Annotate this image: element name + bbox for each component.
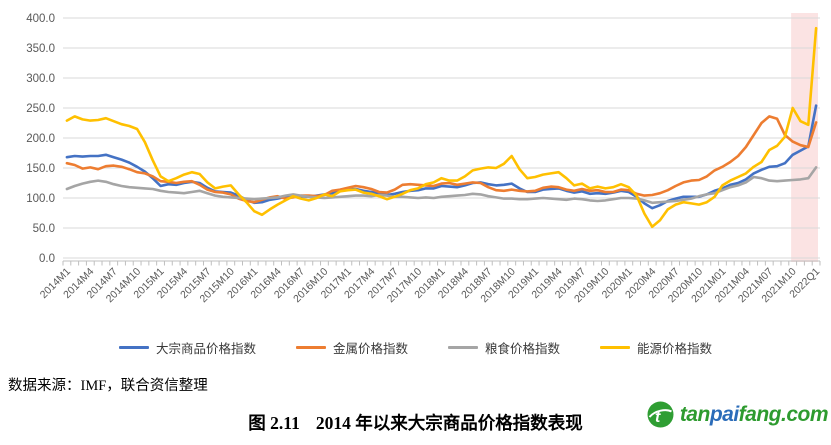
legend-swatch-metal: [295, 345, 326, 350]
y-axis-label: 250.0: [26, 103, 55, 115]
legend-label-metal: 金属价格指数: [332, 342, 408, 356]
y-axis-label: 350.0: [26, 43, 55, 55]
logo-part-pai: pai: [709, 402, 739, 426]
data-source-note: 数据来源：IMF，联合资信整理: [8, 378, 208, 394]
logo-part-fang: fang.com: [738, 402, 829, 426]
logo-part-tan: tan: [679, 402, 711, 426]
legend-swatch-commodity: [118, 345, 149, 350]
y-axis-label: 400.0: [26, 13, 55, 25]
y-axis-label: 50.0: [33, 223, 55, 235]
y-axis-label: 200.0: [26, 133, 55, 145]
legend-item-metal: 金属价格指数: [295, 338, 408, 357]
line-chart-plot-area: 0.0 50.0 100.0 150.0 200.0 250.0 300.0 350.0 400…: [26, 13, 822, 305]
legend-label-commodity: 大宗商品价格指数: [155, 342, 256, 356]
y-axis-label: 300.0: [26, 73, 55, 85]
figure-caption-number: 图 2.11: [248, 413, 300, 433]
svg-text:t: t: [655, 409, 661, 426]
legend-item-commodity: 大宗商品价格指数: [118, 338, 256, 357]
tanpaifang-logo[interactable]: t tanpaifang.com: [647, 401, 829, 428]
tanpaifang-logo-text: tanpaifang.com: [679, 402, 829, 427]
y-axis-label: 100.0: [26, 193, 55, 205]
legend-item-energy: 能源价格指数: [600, 338, 712, 357]
series-line-energy: [65, 26, 818, 229]
legend-label-energy: 能源价格指数: [637, 342, 713, 356]
legend-item-food: 粮食价格指数: [448, 338, 560, 357]
y-axis-label: 0.0: [39, 253, 55, 265]
y-axis-label: 150.0: [26, 163, 55, 175]
tanpaifang-leaf-icon: t: [647, 401, 674, 428]
legend-swatch-energy: [600, 345, 631, 350]
figure-caption: 图 2.11 2014 年以来大宗商品价格指数表现: [0, 410, 831, 435]
series-line-metal: [65, 115, 818, 204]
legend-swatch-food: [448, 345, 478, 350]
figure-caption-text: 2014 年以来大宗商品价格指数表现: [315, 413, 583, 433]
chart-legend: 大宗商品价格指数 金属价格指数 粮食价格指数 能源价格指数: [0, 338, 831, 357]
legend-label-food: 粮食价格指数: [485, 342, 561, 356]
series-line-food: [65, 166, 818, 205]
